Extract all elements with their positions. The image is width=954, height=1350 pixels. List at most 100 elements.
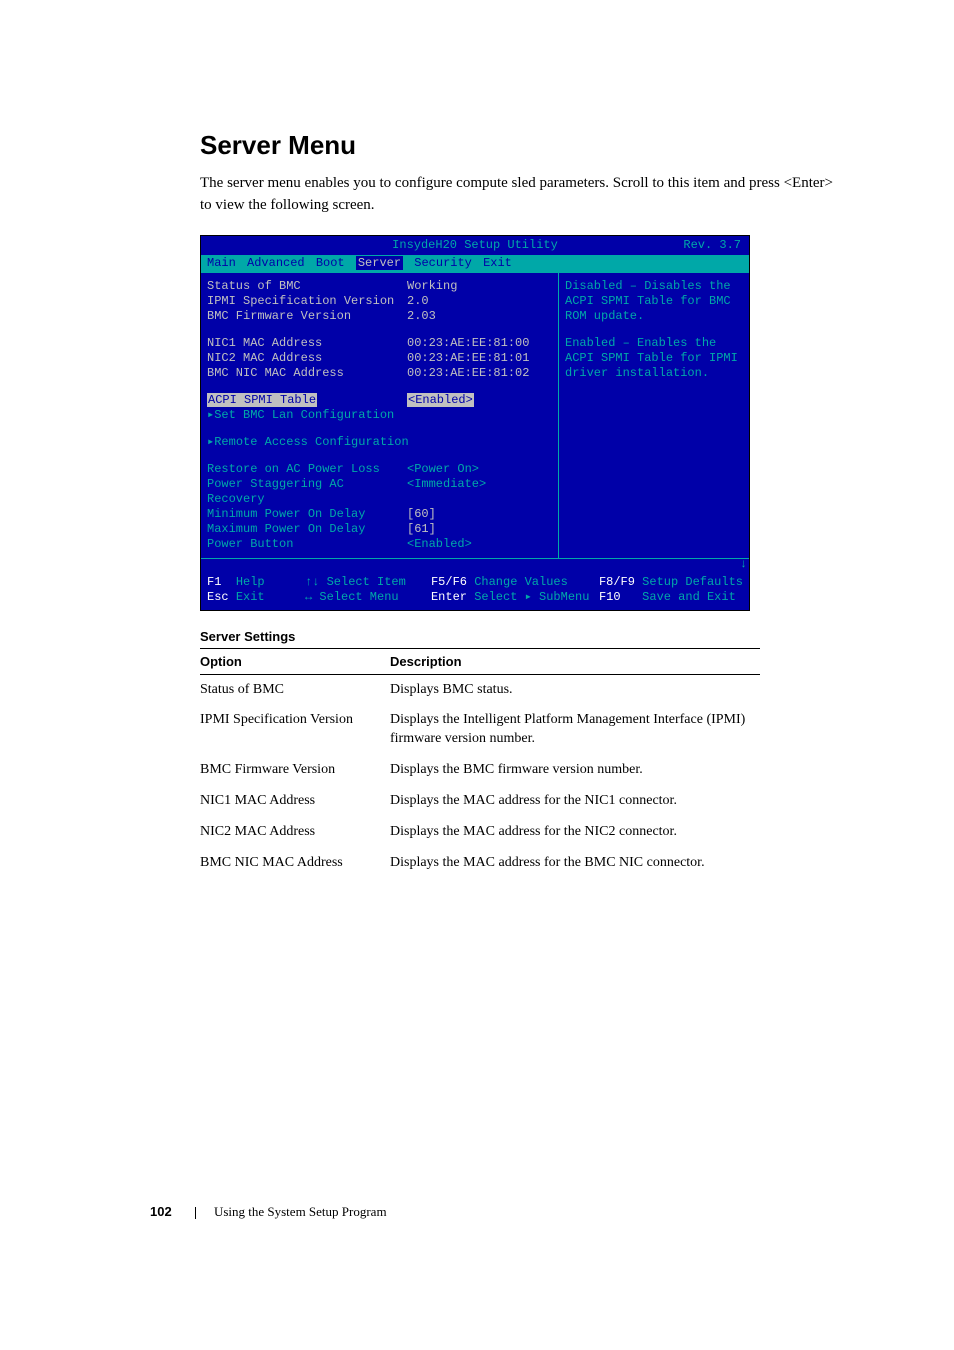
bios-row[interactable]: Maximum Power On Delay[61] (207, 522, 552, 537)
cell-description: Displays the Intelligent Platform Manage… (390, 705, 760, 755)
cell-option: Status of BMC (200, 674, 390, 705)
help-p2-l2: ACPI SPMI Table for IPMI (565, 351, 743, 366)
help-p2-l3: driver installation. (565, 366, 743, 381)
bios-row-value: 00:23:AE:EE:81:02 (407, 366, 552, 381)
help-p1-l3: ROM update. (565, 309, 743, 324)
bios-row[interactable]: Power Staggering AC Recovery<Immediate> (207, 477, 552, 507)
hl-label: ACPI SPMI Table (207, 393, 317, 407)
help-p1-l1: Disabled – Disables the (565, 279, 743, 294)
bios-row-value: 2.03 (407, 309, 552, 324)
bios-title-text: InsydeH20 Setup Utility (392, 238, 558, 253)
menu-boot[interactable]: Boot (316, 256, 345, 270)
key-enter: Enter (431, 590, 467, 604)
table-row: BMC NIC MAC AddressDisplays the MAC addr… (200, 848, 760, 879)
help-p1-l2: ACPI SPMI Table for BMC (565, 294, 743, 309)
bios-row-label: Minimum Power On Delay (207, 507, 407, 522)
footer-section: Using the System Setup Program (214, 1204, 387, 1219)
bios-help-panel: Disabled – Disables the ACPI SPMI Table … (559, 273, 749, 558)
settings-table: Option Description Status of BMCDisplays… (200, 648, 760, 879)
bios-row-label: NIC2 MAC Address (207, 351, 407, 366)
cell-option: BMC Firmware Version (200, 755, 390, 786)
menu-security[interactable]: Security (414, 256, 472, 270)
bios-row-label: BMC NIC MAC Address (207, 366, 407, 381)
cell-description: Displays BMC status. (390, 674, 760, 705)
submenu-bmc-lan[interactable]: ▸Set BMC Lan Configuration (207, 408, 552, 423)
page-footer: 102 Using the System Setup Program (150, 1204, 387, 1220)
cell-description: Displays the MAC address for the BMC NIC… (390, 848, 760, 879)
bios-row[interactable]: Power Button<Enabled> (207, 537, 552, 552)
table-row: NIC2 MAC AddressDisplays the MAC address… (200, 817, 760, 848)
bios-highlight-row[interactable]: ACPI SPMI Table <Enabled> (207, 393, 552, 408)
key-f1: F1 (207, 575, 221, 589)
submenu-remote-access[interactable]: ▸Remote Access Configuration (207, 435, 552, 450)
cell-description: Displays the MAC address for the NIC1 co… (390, 786, 760, 817)
bios-row-value: 2.0 (407, 294, 552, 309)
bios-row-value: <Power On> (407, 462, 552, 477)
menu-server[interactable]: Server (356, 256, 403, 270)
key-f8f9: F8/F9 (599, 575, 635, 589)
bios-row[interactable]: BMC NIC MAC Address00:23:AE:EE:81:02 (207, 366, 552, 381)
bios-row-value: [60] (407, 507, 552, 522)
intro-text: The server menu enables you to configure… (200, 173, 834, 217)
desc-defaults: Setup Defaults (642, 575, 743, 589)
key-updown: ↑↓ (305, 575, 319, 589)
cell-option: BMC NIC MAC Address (200, 848, 390, 879)
cell-option: NIC1 MAC Address (200, 786, 390, 817)
table-row: Status of BMCDisplays BMC status. (200, 674, 760, 705)
bios-footer: F1 Help Esc Exit ↑↓ Select Item ↔ Select… (201, 572, 749, 610)
bios-row-label: NIC1 MAC Address (207, 336, 407, 351)
bios-row-value: <Immediate> (407, 477, 552, 507)
hl-value: <Enabled> (407, 393, 474, 407)
bios-row-label: Restore on AC Power Loss (207, 462, 407, 477)
page-number: 102 (150, 1204, 172, 1219)
bios-row[interactable]: Status of BMCWorking (207, 279, 552, 294)
bios-row[interactable]: IPMI Specification Version2.0 (207, 294, 552, 309)
menu-exit[interactable]: Exit (483, 256, 512, 270)
bios-titlebar: . InsydeH20 Setup Utility Rev. 3.7 (201, 236, 749, 255)
desc-save: Save and Exit (642, 590, 736, 604)
bios-row-label: Power Staggering AC Recovery (207, 477, 407, 507)
bios-row-value: 00:23:AE:EE:81:00 (407, 336, 552, 351)
table-title: Server Settings (200, 629, 834, 644)
bios-row[interactable]: BMC Firmware Version2.03 (207, 309, 552, 324)
menu-advanced[interactable]: Advanced (247, 256, 305, 270)
table-row: NIC1 MAC AddressDisplays the MAC address… (200, 786, 760, 817)
bios-row-label: Status of BMC (207, 279, 407, 294)
help-p2-l1: Enabled – Enables the (565, 336, 743, 351)
col-option: Option (200, 648, 390, 674)
table-row: IPMI Specification VersionDisplays the I… (200, 705, 760, 755)
cell-description: Displays the MAC address for the NIC2 co… (390, 817, 760, 848)
bios-row-label: Maximum Power On Delay (207, 522, 407, 537)
bios-row-value: Working (407, 279, 552, 294)
bios-screenshot: . InsydeH20 Setup Utility Rev. 3.7 Main … (200, 235, 750, 611)
cell-option: IPMI Specification Version (200, 705, 390, 755)
bios-left-panel: Status of BMCWorkingIPMI Specification V… (201, 273, 559, 558)
bios-row-value: <Enabled> (407, 537, 552, 552)
page-heading: Server Menu (200, 130, 834, 161)
bios-row-value: 00:23:AE:EE:81:01 (407, 351, 552, 366)
cell-option: NIC2 MAC Address (200, 817, 390, 848)
table-row: BMC Firmware VersionDisplays the BMC fir… (200, 755, 760, 786)
bios-row[interactable]: Restore on AC Power Loss<Power On> (207, 462, 552, 477)
desc-selitem: Select Item (327, 575, 406, 589)
desc-submenu: Select ▸ SubMenu (474, 590, 589, 604)
cell-description: Displays the BMC firmware version number… (390, 755, 760, 786)
bios-row-label: Power Button (207, 537, 407, 552)
desc-selmenu: Select Menu (319, 590, 398, 604)
key-f5f6: F5/F6 (431, 575, 467, 589)
bios-rev: Rev. 3.7 (683, 238, 741, 253)
bios-row[interactable]: NIC2 MAC Address00:23:AE:EE:81:01 (207, 351, 552, 366)
desc-exit: Exit (236, 590, 265, 604)
bios-row[interactable]: Minimum Power On Delay[60] (207, 507, 552, 522)
desc-change: Change Values (474, 575, 568, 589)
scroll-indicator: ↓ (201, 557, 749, 572)
menu-main[interactable]: Main (207, 256, 236, 270)
col-description: Description (390, 648, 760, 674)
bios-row-value: [61] (407, 522, 552, 537)
bios-row-label: BMC Firmware Version (207, 309, 407, 324)
desc-help: Help (236, 575, 265, 589)
bios-row[interactable]: NIC1 MAC Address00:23:AE:EE:81:00 (207, 336, 552, 351)
key-f10: F10 (599, 590, 621, 604)
bios-row-label: IPMI Specification Version (207, 294, 407, 309)
key-esc: Esc (207, 590, 229, 604)
